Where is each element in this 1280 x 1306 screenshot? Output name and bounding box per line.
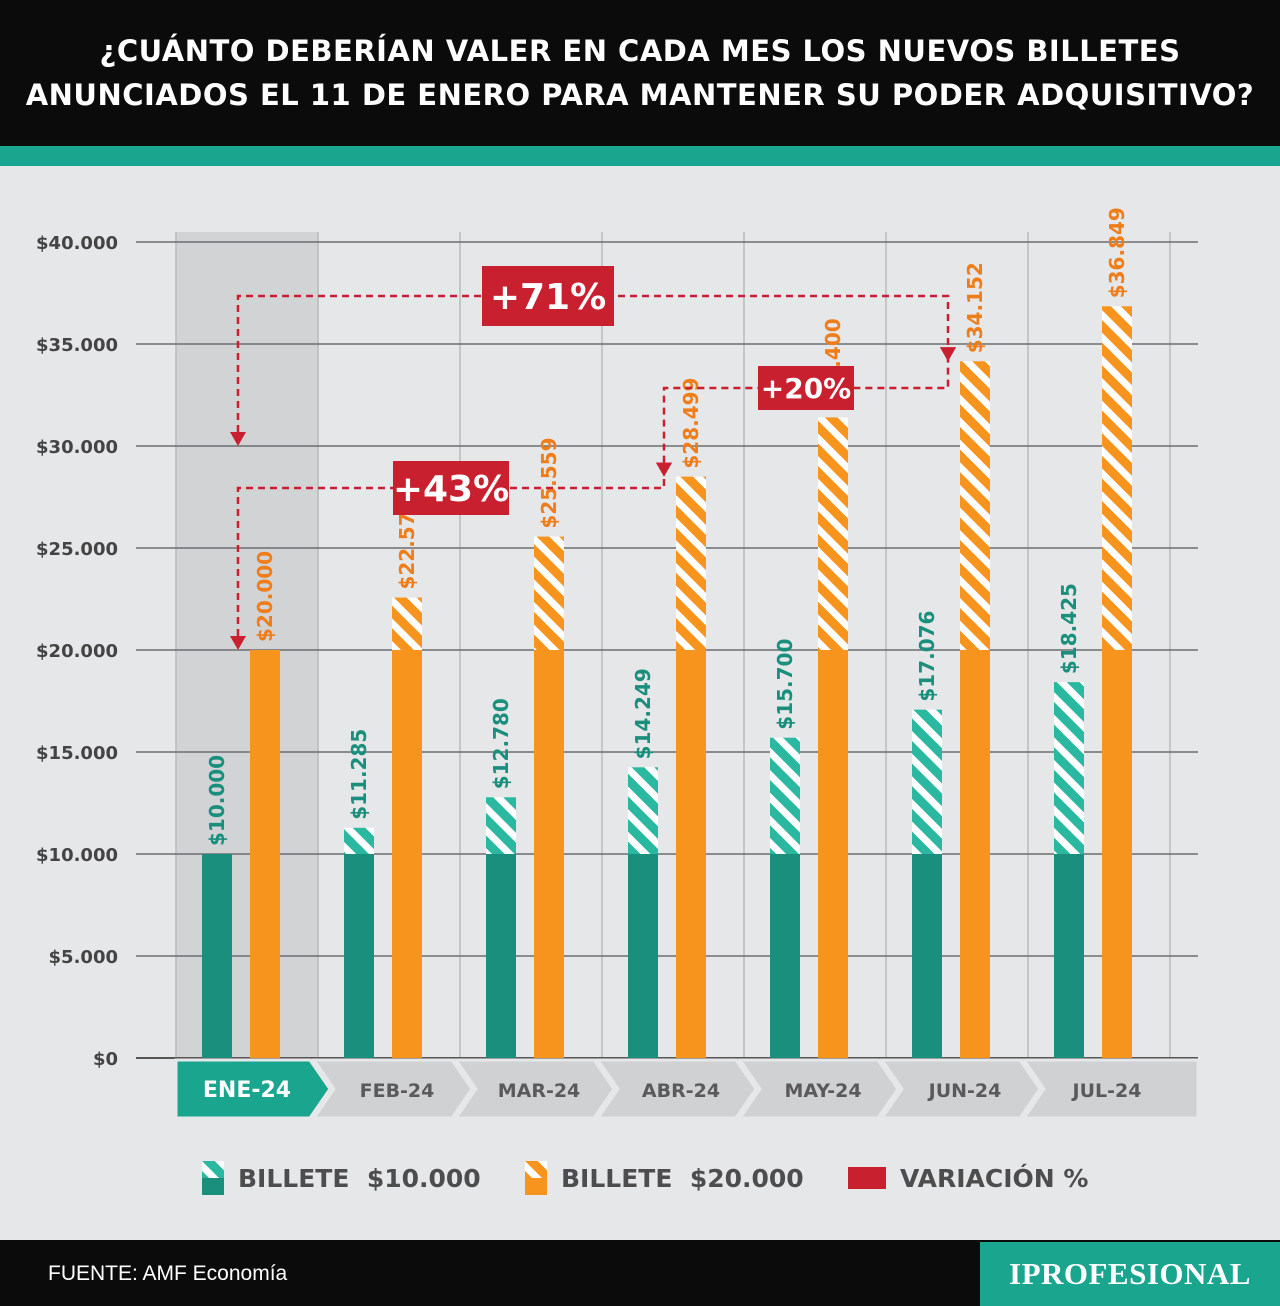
variation-label: +43% [393, 469, 509, 510]
title-line-2: ANUNCIADOS EL 11 DE ENERO PARA MANTENER … [25, 78, 1255, 112]
data-label: $34.152 [963, 262, 987, 353]
data-label: $25.559 [537, 438, 561, 529]
y-tick-label: $5.000 [49, 947, 118, 968]
legend-label-20000: BILLETE $20.000 [561, 1163, 804, 1193]
footer: FUENTE: AMF Economía IPROFESIONAL [0, 1240, 1280, 1306]
x-category-tab [595, 1058, 758, 1120]
bar-20000-base [960, 650, 990, 1058]
arrowhead [230, 636, 246, 650]
bar-10000-base [344, 854, 374, 1058]
header-accent-band [0, 146, 1280, 166]
y-tick-label: $35.000 [36, 335, 118, 356]
x-tick-label: ABR-24 [642, 1080, 720, 1102]
data-label: $12.780 [489, 698, 513, 789]
x-tick-label: JUN-24 [927, 1080, 1002, 1102]
bar-20000-increase [676, 476, 706, 650]
bar-20000-base [1102, 650, 1132, 1058]
data-label: $15.700 [773, 639, 797, 730]
bar-20000-increase [1102, 306, 1132, 650]
data-label: $28.499 [679, 378, 703, 469]
bar-10000-base [628, 854, 658, 1058]
x-tick-label: MAR-24 [498, 1080, 581, 1102]
bar-20000-increase [818, 417, 848, 650]
bar-10000-increase [1054, 682, 1084, 854]
arrowhead [230, 432, 246, 446]
x-category-tab [453, 1058, 616, 1120]
legend-label-variation: VARIACIÓN % [900, 1163, 1089, 1193]
bar-20000-base [818, 650, 848, 1058]
source-note: FUENTE: AMF Economía [48, 1262, 288, 1285]
variation-badge [482, 266, 614, 326]
bar-20000-base [392, 650, 422, 1058]
header: ¿CUÁNTO DEBERÍAN VALER EN CADA MES LOS N… [0, 0, 1280, 146]
data-label: $20.000 [253, 551, 277, 642]
y-tick-label: $40.000 [36, 233, 118, 254]
data-label: $17.076 [915, 611, 939, 702]
bar-20000-base [534, 650, 564, 1058]
legend-item-20000: BILLETE $20.000 [525, 1148, 804, 1208]
data-label: $36.849 [1105, 207, 1129, 298]
x-category-tab [737, 1058, 900, 1120]
bar-20000-base [250, 650, 280, 1058]
y-tick-label: $20.000 [36, 641, 118, 662]
legend: BILLETE $10.000 BILLETE $20.000 VARIACIÓ… [0, 1148, 1280, 1208]
data-label: $18.425 [1057, 583, 1081, 674]
brand-wordmark: IPROFESIONAL [1009, 1256, 1251, 1291]
bar-chart: $0 $5.000 $10.000 $15.000 $20.000 $25.000 $30.… [36, 207, 1200, 1120]
legend-item-variation: VARIACIÓN % [848, 1148, 1088, 1208]
bar-10000-increase [628, 767, 658, 854]
bar-10000-increase [344, 827, 374, 854]
bar-10000-base [770, 854, 800, 1058]
legend-swatch-variation [848, 1167, 886, 1189]
arrowhead [656, 462, 672, 477]
bar-10000-increase [486, 797, 516, 854]
bar-10000-base [1054, 854, 1084, 1058]
x-tick-label: ENE-24 [203, 1078, 291, 1103]
y-tick-label: $0 [93, 1049, 118, 1070]
bar-10000-base [202, 854, 232, 1058]
bar-10000-base [486, 854, 516, 1058]
highlight-column [176, 232, 318, 1058]
variation-badge [393, 461, 509, 515]
x-tick-label: JUL-24 [1071, 1080, 1142, 1102]
legend-swatch-10000 [202, 1161, 224, 1195]
bar-20000-increase [960, 361, 990, 650]
data-label: $10.000 [205, 755, 229, 846]
y-tick-label: $10.000 [36, 845, 118, 866]
variation-label: +20% [761, 372, 851, 405]
y-tick-label: $30.000 [36, 437, 118, 458]
brand-logo: IPROFESIONAL [980, 1242, 1280, 1306]
data-label: $14.249 [631, 668, 655, 759]
data-label: $11.285 [347, 729, 371, 820]
bar-20000-base [676, 650, 706, 1058]
x-tick-label: MAY-24 [784, 1080, 861, 1102]
bar-10000-base [912, 854, 942, 1058]
legend-label-10000: BILLETE $10.000 [238, 1163, 481, 1193]
x-tick-label: FEB-24 [360, 1080, 435, 1102]
bar-10000-increase [912, 709, 942, 854]
arrowhead [940, 347, 956, 362]
variation-label: +71% [490, 277, 606, 318]
bar-20000-increase [534, 536, 564, 650]
variation-badge [758, 366, 854, 410]
x-category-tab [174, 1058, 332, 1120]
bar-10000-increase [770, 737, 800, 854]
x-category-tab [311, 1058, 474, 1120]
title-line-1: ¿CUÁNTO DEBERÍAN VALER EN CADA MES LOS N… [99, 34, 1181, 68]
legend-item-10000: BILLETE $10.000 [202, 1148, 481, 1208]
x-category-tab [1021, 1058, 1200, 1120]
y-tick-label: $15.000 [36, 743, 118, 764]
y-tick-label: $25.000 [36, 539, 118, 560]
legend-swatch-20000 [525, 1161, 547, 1195]
x-category-tab [879, 1058, 1042, 1120]
bar-20000-increase [392, 597, 422, 650]
